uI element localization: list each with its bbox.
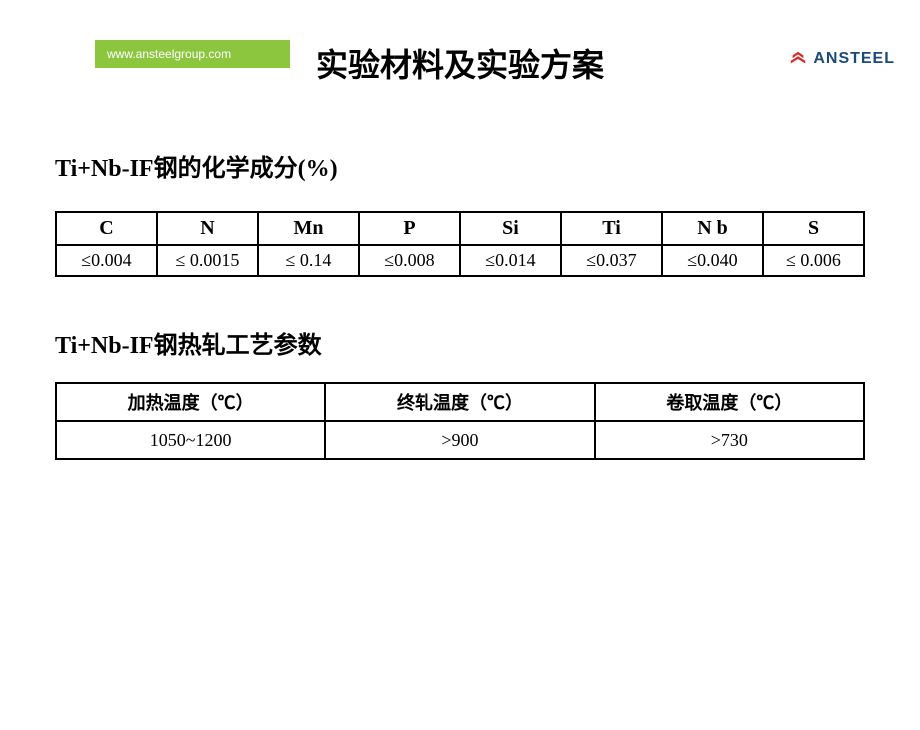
table-row: 加热温度（℃） 终轧温度（℃） 卷取温度（℃） [56,383,864,421]
table-header: S [763,212,864,245]
table-cell: ≤ 0.14 [258,245,359,276]
table-cell: ≤0.014 [460,245,561,276]
url-text: www.ansteelgroup.com [107,47,231,61]
table-cell: >900 [325,421,594,459]
table-cell: ≤0.037 [561,245,662,276]
chemistry-table: C N Mn P Si Ti N b S ≤0.004 ≤ 0.0015 ≤ 0… [55,211,865,277]
table-cell: 1050~1200 [56,421,325,459]
brand-logo-icon [789,50,807,68]
table-cell: ≤0.004 [56,245,157,276]
table-header: C [56,212,157,245]
table-header: P [359,212,460,245]
table-row: ≤0.004 ≤ 0.0015 ≤ 0.14 ≤0.008 ≤0.014 ≤0.… [56,245,864,276]
table-header: Si [460,212,561,245]
table-header: Ti [561,212,662,245]
table-cell: ≤0.040 [662,245,763,276]
table-header: 卷取温度（℃） [595,383,864,421]
table-header: N b [662,212,763,245]
table-header: 加热温度（℃） [56,383,325,421]
brand-name: ANSTEEL [813,50,895,68]
table-cell: ≤ 0.006 [763,245,864,276]
table-row: 1050~1200 >900 >730 [56,421,864,459]
process-table: 加热温度（℃） 终轧温度（℃） 卷取温度（℃） 1050~1200 >900 >… [55,382,865,460]
table-header: N [157,212,258,245]
table-cell: ≤ 0.0015 [157,245,258,276]
table-header: Mn [258,212,359,245]
content-area: Ti+Nb-IF钢的化学成分(%) C N Mn P Si Ti N b S ≤… [0,148,920,460]
table-header: 终轧温度（℃） [325,383,594,421]
table-cell: ≤0.008 [359,245,460,276]
brand: ANSTEEL [789,50,895,68]
table-row: C N Mn P Si Ti N b S [56,212,864,245]
process-heading: Ti+Nb-IF钢热轧工艺参数 [55,325,865,360]
table-cell: >730 [595,421,864,459]
chemistry-heading: Ti+Nb-IF钢的化学成分(%) [55,148,865,183]
url-bar: www.ansteelgroup.com [95,40,290,68]
